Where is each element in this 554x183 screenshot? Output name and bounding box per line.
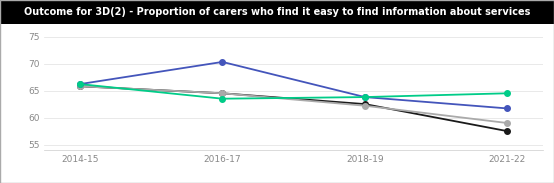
Devon: [219, 98, 225, 100]
*DCC Comparators: [219, 92, 225, 94]
*England: [219, 92, 225, 94]
Text: Outcome for 3D(2) - Proportion of carers who find it easy to find information ab: Outcome for 3D(2) - Proportion of carers…: [24, 7, 530, 17]
Line: *South West: *South West: [77, 59, 510, 111]
*South West: [362, 96, 368, 98]
*South West: [76, 83, 83, 85]
*DCC Comparators: [504, 122, 511, 124]
*South West: [504, 107, 511, 109]
Devon: [504, 92, 511, 94]
*DCC Comparators: [76, 85, 83, 87]
*England: [362, 103, 368, 105]
Line: Devon: Devon: [77, 81, 510, 101]
*England: [76, 85, 83, 87]
*South West: [219, 61, 225, 63]
Line: *England: *England: [77, 83, 510, 134]
Line: *DCC Comparators: *DCC Comparators: [77, 83, 510, 126]
*England: [504, 130, 511, 132]
Devon: [76, 83, 83, 85]
Devon: [362, 96, 368, 98]
*DCC Comparators: [362, 105, 368, 107]
